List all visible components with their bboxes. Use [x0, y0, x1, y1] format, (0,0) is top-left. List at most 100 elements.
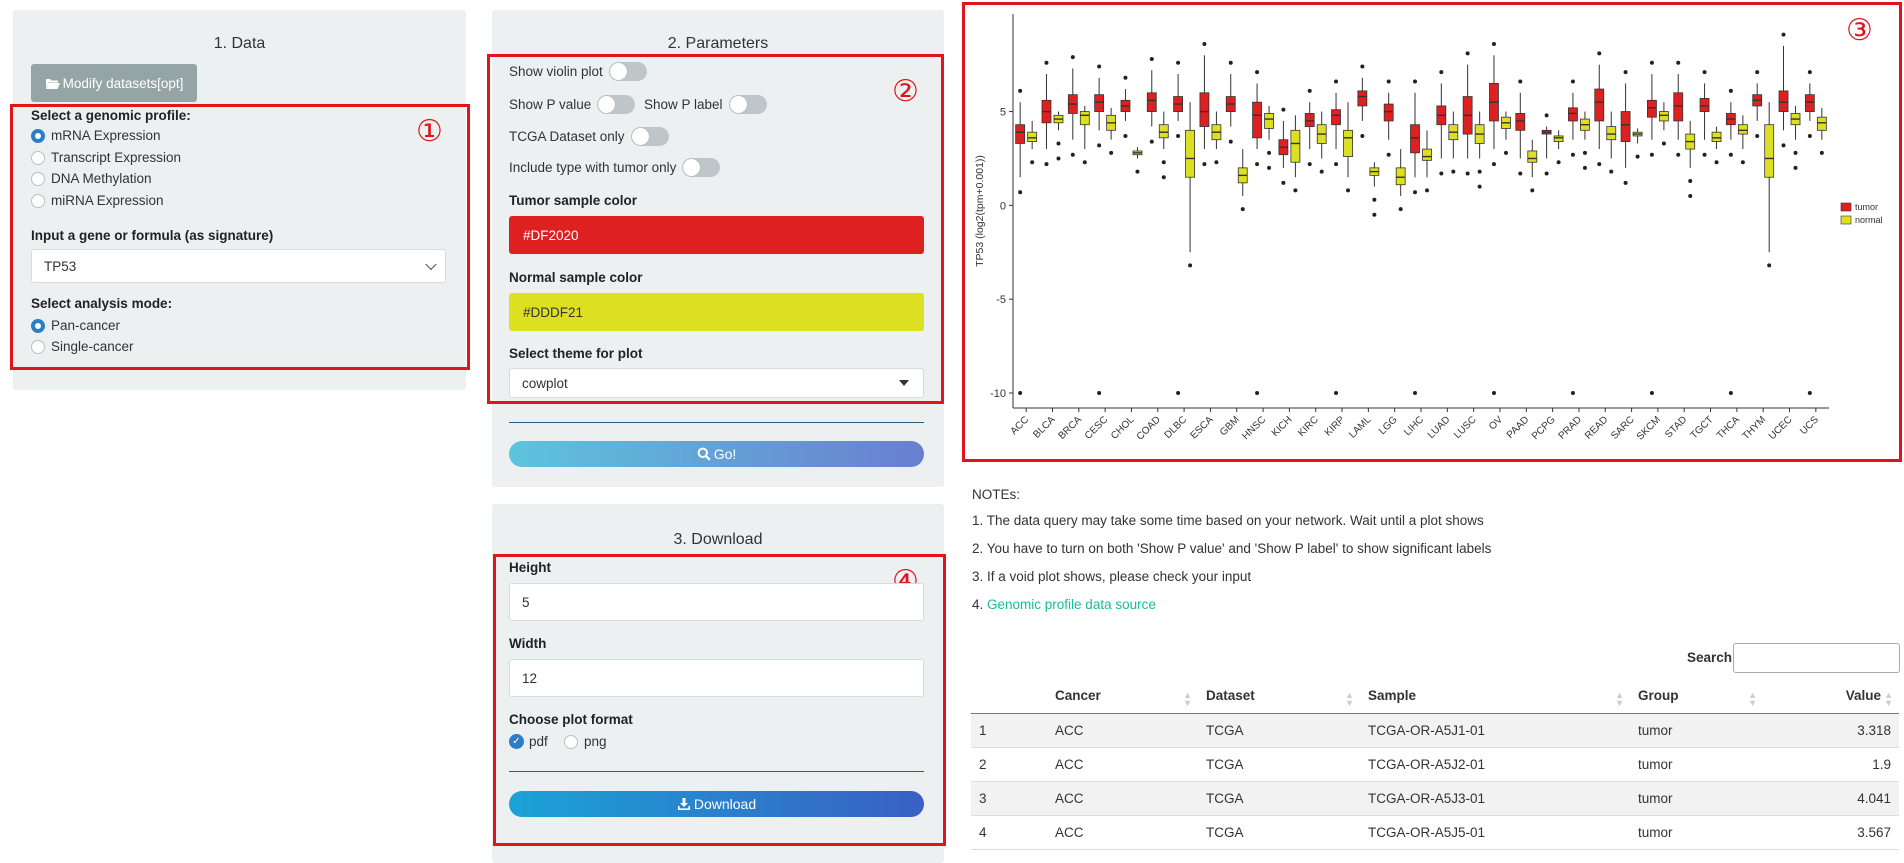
- normal-color-input[interactable]: #DDDF21: [509, 293, 924, 331]
- x-tick-label: STAD: [1663, 414, 1689, 440]
- tumor-box: [1647, 99, 1657, 118]
- legend-swatch: [1840, 202, 1852, 212]
- table-row[interactable]: 4 ACC TCGA TCGA-OR-A5J5-01 tumor 3.567: [971, 815, 1899, 850]
- violin-toggle[interactable]: [608, 62, 647, 81]
- tumor-only-toggle[interactable]: [682, 158, 721, 177]
- x-tick-label: HNSC: [1240, 414, 1268, 442]
- radio-mirna-expression[interactable]: miRNA Expression: [31, 193, 164, 208]
- outlier-point: [1044, 60, 1049, 65]
- outlier-point: [1728, 88, 1733, 93]
- outlier-point: [1161, 175, 1166, 180]
- tumor-color-label: Tumor sample color: [509, 193, 638, 208]
- violin-toggle-row[interactable]: Show violin plot: [509, 62, 647, 81]
- outlier-point: [1477, 169, 1482, 174]
- outlier-point: [1228, 139, 1233, 144]
- normal-color-value: #DDDF21: [523, 304, 584, 320]
- cell-cancer: ACC: [1047, 781, 1198, 816]
- format-label: pdf: [529, 734, 548, 749]
- pvalue-toggle-row[interactable]: Show P value: [509, 95, 636, 114]
- col-label: Cancer: [1055, 688, 1101, 704]
- tumor-box: [1410, 124, 1420, 154]
- gene-select[interactable]: TP53: [31, 249, 446, 283]
- col-dataset[interactable]: Dataset ▲ ▼: [1198, 679, 1360, 714]
- x-tick-label: BRCA: [1056, 414, 1084, 442]
- outlier-point: [1214, 160, 1219, 165]
- tumor-box: [1620, 111, 1631, 142]
- width-label: Width: [509, 636, 547, 651]
- table-row[interactable]: 3 ACC TCGA TCGA-OR-A5J3-01 tumor 4.041: [971, 781, 1899, 816]
- download-button[interactable]: Download: [509, 791, 924, 817]
- tumor-box: [1015, 124, 1026, 144]
- radio-dna-methylation[interactable]: DNA Methylation: [31, 171, 152, 186]
- x-tick-label: THCA: [1715, 414, 1742, 441]
- width-input[interactable]: 12: [509, 659, 924, 697]
- x-tick-label: OV: [1487, 414, 1505, 432]
- radio-pan-cancer[interactable]: Pan-cancer: [31, 318, 120, 333]
- cell-dataset: TCGA: [1198, 747, 1360, 782]
- x-tick-label: PCPG: [1530, 414, 1558, 442]
- col-sample[interactable]: Sample ▲ ▼: [1360, 679, 1630, 714]
- outlier-point: [1582, 150, 1587, 155]
- format-pdf-option[interactable]: ✓ pdf: [509, 734, 548, 749]
- parameters-annotation-box: [487, 54, 944, 404]
- radio-single-cancer[interactable]: Single-cancer: [31, 339, 134, 354]
- format-png-option[interactable]: png: [564, 734, 607, 749]
- analysis-mode-label: Select analysis mode:: [31, 296, 173, 311]
- modify-datasets-button[interactable]: Modify datasets[opt]: [31, 64, 197, 102]
- table-row[interactable]: 2 ACC TCGA TCGA-OR-A5J2-01 tumor 1.9: [971, 747, 1899, 782]
- tcga-only-toggle-row[interactable]: TCGA Dataset only: [509, 127, 669, 146]
- outlier-point: [1649, 390, 1654, 395]
- normal-box: [1606, 126, 1617, 141]
- x-tick-label: LAML: [1347, 414, 1374, 441]
- go-button[interactable]: Go!: [509, 441, 924, 467]
- y-tick-label: -10: [990, 388, 1006, 400]
- tumor-box: [1331, 109, 1341, 126]
- normal-box: [1185, 129, 1195, 178]
- col-value[interactable]: Value ▲ ▼: [1763, 679, 1899, 714]
- cell-group: tumor: [1630, 815, 1763, 850]
- outlier-point: [1188, 263, 1193, 268]
- outlier-point: [1688, 193, 1693, 198]
- cell-index: 2: [971, 747, 1047, 782]
- toggle-label: Show P value: [509, 97, 592, 112]
- outlier-point: [1070, 152, 1075, 157]
- tumor-only-toggle-row[interactable]: Include type with tumor only: [509, 158, 721, 177]
- outlier-point: [1044, 162, 1049, 167]
- outlier-point: [1413, 190, 1417, 195]
- radio-mrna-expression[interactable]: mRNA Expression: [31, 128, 161, 143]
- col-group[interactable]: Group ▲ ▼: [1630, 679, 1763, 714]
- toggle-label: Show violin plot: [509, 64, 603, 79]
- plabel-toggle-row[interactable]: Show P label: [644, 95, 767, 114]
- table-search-input[interactable]: [1733, 643, 1900, 673]
- x-tick-label: THYM: [1740, 414, 1768, 442]
- radio-transcript-expression[interactable]: Transcript Expression: [31, 150, 181, 165]
- data-table: Cancer ▲ ▼ Dataset ▲ ▼ Sample ▲ ▼ Group ▲ ▼ Valu…: [971, 679, 1899, 850]
- outlier-point: [1503, 150, 1508, 155]
- normal-box: [1027, 131, 1038, 142]
- tcga-only-toggle[interactable]: [630, 127, 669, 146]
- plabel-toggle[interactable]: [728, 95, 767, 114]
- tumor-color-input[interactable]: #DF2020: [509, 216, 924, 254]
- pvalue-toggle[interactable]: [597, 95, 636, 114]
- outlier-point: [1240, 207, 1245, 212]
- outlier-point: [1056, 156, 1061, 161]
- outlier-point: [1398, 207, 1403, 212]
- outlier-point: [1491, 42, 1496, 47]
- tumor-box: [1568, 107, 1578, 122]
- theme-select[interactable]: cowplot: [509, 368, 924, 398]
- toggle-label: Show P label: [644, 97, 723, 112]
- radio-dot: [31, 193, 45, 208]
- outlier-point: [1570, 152, 1575, 157]
- col-cancer[interactable]: Cancer ▲ ▼: [1047, 679, 1198, 714]
- table-row[interactable]: 1 ACC TCGA TCGA-OR-A5J1-01 tumor 3.318: [971, 713, 1899, 748]
- data-source-link[interactable]: Genomic profile data source: [987, 597, 1156, 612]
- radio-label: DNA Methylation: [51, 171, 152, 186]
- height-input[interactable]: 5: [509, 583, 924, 621]
- cell-sample: TCGA-OR-A5J3-01: [1360, 781, 1630, 816]
- data-annotation-box: [10, 104, 470, 370]
- outlier-point: [1123, 75, 1128, 80]
- outlier-point: [1518, 171, 1523, 176]
- tumor-box: [1594, 88, 1605, 122]
- outlier-point: [1544, 113, 1549, 118]
- notes-title: NOTEs:: [972, 487, 1021, 502]
